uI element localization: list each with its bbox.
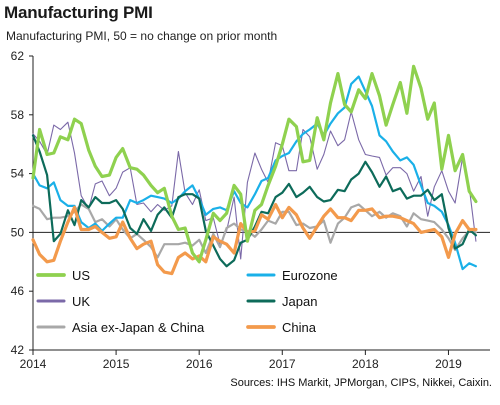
y-tick-label: 54 [11, 167, 25, 181]
x-tick-label: 2014 [20, 357, 47, 371]
legend-label-eurozone: Eurozone [282, 268, 338, 283]
series-line-uk [32, 111, 477, 260]
legend-label-asia-ex-japan-china: Asia ex-Japan & China [72, 320, 205, 335]
chart-title: Manufacturing PMI [4, 3, 153, 22]
series-line-eurozone [31, 75, 477, 271]
y-tick-label: 46 [11, 284, 25, 298]
x-tick-label: 2015 [103, 357, 130, 371]
legend-label-china: China [282, 320, 317, 335]
source-note: Sources: IHS Markit, JPMorgan, CIPS, Nik… [230, 377, 492, 389]
y-tick-label: 50 [11, 225, 25, 239]
x-tick-label: 2017 [269, 357, 296, 371]
legend-label-us: US [72, 268, 90, 283]
legend-label-japan: Japan [282, 294, 317, 309]
axes: 42 46 50 54 58 62 2014 2015 2016 2017 2018 2019 [11, 49, 490, 371]
chart-subtitle: Manufacturing PMI, 50 = no change on pri… [6, 29, 278, 43]
x-tick-label: 2018 [352, 357, 379, 371]
y-tick-label: 42 [11, 343, 25, 357]
y-tick-label: 62 [11, 49, 25, 63]
legend: US Eurozone UK Japan Asia ex-Japan & China Ch… [36, 268, 338, 335]
y-tick-label: 58 [11, 108, 25, 122]
x-tick-label: 2016 [186, 357, 213, 371]
series-line-japan [31, 134, 477, 268]
x-tick-label: 2019 [435, 357, 462, 371]
series-lines [31, 64, 478, 276]
legend-label-uk: UK [72, 294, 90, 309]
series-line-china [31, 202, 478, 276]
series-line-us [31, 64, 478, 264]
